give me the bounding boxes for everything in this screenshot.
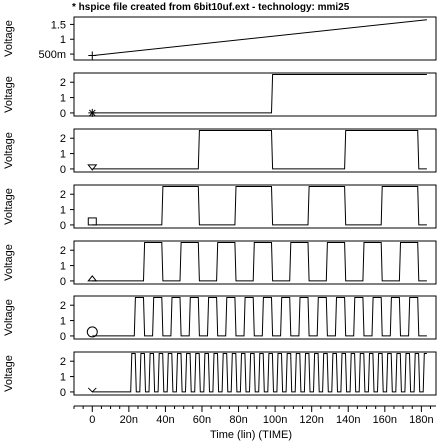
- y-axis-label: Voltage: [3, 355, 15, 392]
- y-tick-label: 1: [60, 316, 66, 328]
- y-tick-label: 1: [60, 372, 66, 384]
- y-tick-label: 0: [60, 331, 66, 343]
- panel-7: Voltage 0 1 2: [3, 351, 437, 399]
- panel-2: Voltage 0 1 2: [3, 72, 437, 120]
- x-marker: [87, 387, 97, 393]
- panel-3: Voltage 0 1 2: [3, 128, 437, 176]
- chart-title: * hspice file created from 6bit10uf.ext …: [72, 2, 350, 13]
- triangle-up-marker: [87, 275, 98, 282]
- x-tick-label: 40n: [156, 414, 174, 426]
- waveform-line: [92, 242, 427, 282]
- waveform-line: [92, 353, 427, 393]
- y-tick-label: 2: [60, 356, 66, 368]
- waveform-line: [92, 297, 427, 337]
- y-tick-label: 1.5: [51, 19, 66, 31]
- y-tick-label: 1: [60, 205, 66, 217]
- y-tick-label: 2: [60, 245, 66, 257]
- triangle-down-marker: [87, 164, 98, 171]
- x-tick-label: 180n: [409, 414, 433, 426]
- y-axis-label: Voltage: [3, 76, 15, 113]
- waveform-line: [92, 186, 427, 226]
- x-axis: 0 20n 40n 60n 80n 100n 120n 140n 160n 180n: [73, 405, 436, 426]
- y-axis-label: Voltage: [3, 20, 15, 57]
- y-tick-label: 1: [60, 149, 66, 161]
- waveform-line: [92, 19, 427, 57]
- circle-marker: [86, 326, 98, 338]
- y-tick-label: 1: [60, 261, 66, 273]
- x-axis-label: Time (lin) (TIME): [210, 429, 292, 441]
- y-tick-label: 0: [60, 276, 66, 288]
- x-tick-label: 100n: [263, 414, 287, 426]
- panel-1: Voltage 500m 1 1.5: [3, 16, 437, 61]
- waveform-line: [92, 74, 427, 114]
- y-tick-label: 500m: [38, 49, 66, 61]
- panel-frame: [73, 240, 437, 285]
- panel-frame: [73, 16, 437, 61]
- panel-frame: [73, 351, 437, 396]
- y-axis-label: Voltage: [3, 299, 15, 336]
- y-tick-label: 2: [60, 77, 66, 89]
- panel-frame: [73, 128, 437, 173]
- y-tick-label: 2: [60, 133, 66, 145]
- y-tick-label: 2: [60, 189, 66, 201]
- x-tick-label: 80n: [229, 414, 247, 426]
- y-tick-label: 0: [60, 220, 66, 232]
- x-tick-label: 60n: [193, 414, 211, 426]
- panels: Voltage 500m11.5Voltage012Voltage012Volta…: [3, 16, 437, 399]
- y-tick-label: 0: [60, 108, 66, 120]
- square-marker: [87, 217, 97, 226]
- y-tick-label: 0: [60, 164, 66, 176]
- x-tick-label: 120n: [299, 414, 323, 426]
- panel-frame: [73, 184, 437, 229]
- waveform-line: [92, 130, 427, 170]
- x-tick-label: 140n: [336, 414, 360, 426]
- star-marker: [88, 108, 97, 117]
- y-tick-label: 1: [60, 34, 66, 46]
- x-tick-label: 160n: [373, 414, 397, 426]
- x-tick-label: 20n: [120, 414, 138, 426]
- y-axis-label: Voltage: [3, 188, 15, 225]
- y-tick-label: 0: [60, 387, 66, 399]
- panel-5: Voltage 0 1 2: [3, 240, 437, 288]
- y-axis-label: Voltage: [3, 244, 15, 281]
- panel-frame: [73, 72, 437, 117]
- panel-4: Voltage 0 1 2: [3, 184, 437, 232]
- panel-6: Voltage 0 1 2: [3, 295, 437, 343]
- x-tick-label: 0: [89, 414, 95, 426]
- y-axis-label: Voltage: [3, 132, 15, 169]
- plus-marker: [88, 51, 97, 60]
- y-tick-label: 1: [60, 93, 66, 105]
- panel-frame: [73, 295, 437, 340]
- y-tick-label: 2: [60, 300, 66, 312]
